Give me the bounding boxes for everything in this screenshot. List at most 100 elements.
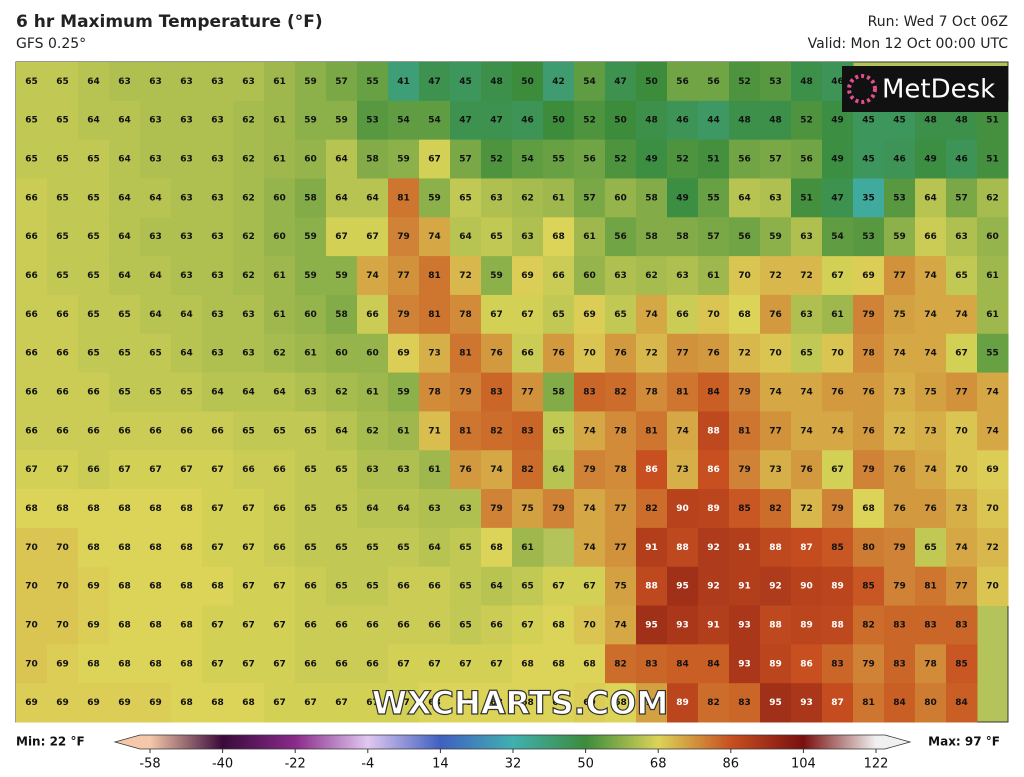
- temp-cell: [853, 411, 885, 451]
- temp-value: 68: [552, 232, 565, 242]
- temp-value: 64: [924, 193, 937, 203]
- temp-value: 66: [552, 271, 565, 281]
- temp-value: 68: [180, 582, 193, 592]
- temp-cell: [574, 683, 606, 723]
- temp-value: 79: [552, 504, 565, 514]
- temp-value: 67: [211, 465, 224, 475]
- temp-cell: [512, 489, 544, 529]
- temp-value: 68: [180, 698, 193, 708]
- temp-cell: [884, 605, 916, 645]
- temp-cell: [636, 294, 668, 335]
- temp-value: 69: [87, 620, 100, 630]
- temp-value: 74: [924, 349, 937, 359]
- temp-value: 72: [800, 504, 813, 514]
- temp-value: 61: [521, 543, 534, 553]
- temp-value: 75: [521, 504, 534, 514]
- temp-cell: [822, 294, 854, 335]
- temp-cell: [853, 450, 885, 490]
- temp-value: 70: [25, 620, 38, 630]
- temp-value: 75: [614, 582, 627, 592]
- temp-cell: [264, 411, 296, 451]
- temp-value: 79: [397, 232, 410, 242]
- temp-value: 66: [56, 426, 69, 436]
- temp-value: 89: [769, 659, 782, 669]
- temp-value: 64: [273, 388, 286, 398]
- temp-cell: [388, 100, 420, 141]
- temp-value: 64: [335, 155, 348, 165]
- temp-cell: [233, 411, 265, 451]
- temp-value: 68: [242, 698, 255, 708]
- temp-value: 67: [490, 310, 503, 320]
- temp-cell: [574, 294, 606, 335]
- temp-cell: [388, 605, 420, 645]
- temp-value: 65: [800, 349, 813, 359]
- temp-cell: [760, 527, 792, 568]
- temp-cell: [450, 294, 482, 335]
- temp-cell: [760, 294, 792, 335]
- temp-value: 77: [521, 388, 534, 398]
- temp-cell: [729, 217, 761, 257]
- temp-value: 63: [459, 504, 472, 514]
- temp-value: 81: [676, 388, 689, 398]
- temp-cell: [450, 527, 482, 568]
- temp-cell: [16, 178, 48, 218]
- temp-value: 59: [428, 193, 441, 203]
- temp-cell: [884, 333, 916, 374]
- temp-cell: [667, 139, 699, 179]
- temp-value: 66: [56, 388, 69, 398]
- temp-cell: [202, 605, 234, 645]
- temp-value: 74: [986, 388, 999, 398]
- temp-value: 95: [769, 698, 782, 708]
- temp-cell: [636, 256, 668, 296]
- temp-cell: [512, 178, 544, 218]
- temp-cell: [884, 372, 916, 412]
- temp-cell: [233, 450, 265, 490]
- temp-value: 70: [738, 271, 751, 281]
- temp-cell: [419, 100, 451, 141]
- temp-value: 70: [56, 620, 69, 630]
- temp-value: 61: [831, 310, 844, 320]
- temp-cell: [946, 605, 978, 645]
- temp-cell: [388, 217, 420, 257]
- temp-cell: [760, 217, 792, 257]
- temp-cell: [357, 527, 389, 568]
- temp-value: 66: [25, 349, 38, 359]
- temp-cell: [791, 333, 823, 374]
- temp-cell: [419, 256, 451, 296]
- temp-cell: [822, 450, 854, 490]
- temp-value: 73: [893, 388, 906, 398]
- temp-cell: [884, 178, 916, 218]
- temp-cell: [729, 178, 761, 218]
- temp-value: 79: [459, 388, 472, 398]
- temp-value: 68: [583, 659, 596, 669]
- temp-cell: [636, 527, 668, 568]
- temp-value: 67: [335, 232, 348, 242]
- temp-value: 90: [800, 582, 813, 592]
- temp-value: 65: [56, 271, 69, 281]
- temp-value: 86: [800, 659, 813, 669]
- temp-value: 68: [490, 698, 503, 708]
- temp-value: 74: [366, 271, 379, 281]
- temp-value: 64: [366, 504, 379, 514]
- temp-value: 63: [366, 465, 379, 475]
- temp-cell: [853, 178, 885, 218]
- temp-value: 70: [955, 426, 968, 436]
- temp-value: 76: [800, 465, 813, 475]
- temp-value: 79: [583, 465, 596, 475]
- temp-value: 60: [304, 310, 317, 320]
- temp-value: 67: [273, 620, 286, 630]
- temp-cell: [853, 372, 885, 412]
- temp-cell: [450, 139, 482, 179]
- temp-value: 59: [397, 388, 410, 398]
- temp-value: 74: [583, 504, 596, 514]
- temp-cell: [202, 683, 234, 723]
- temp-cell: [233, 139, 265, 179]
- temp-value: 76: [862, 388, 875, 398]
- temp-cell: [16, 333, 48, 374]
- temp-value: 61: [273, 77, 286, 87]
- temp-cell: [822, 333, 854, 374]
- temp-cell: [78, 178, 110, 218]
- temp-value: 65: [459, 193, 472, 203]
- temp-cell: [698, 566, 730, 607]
